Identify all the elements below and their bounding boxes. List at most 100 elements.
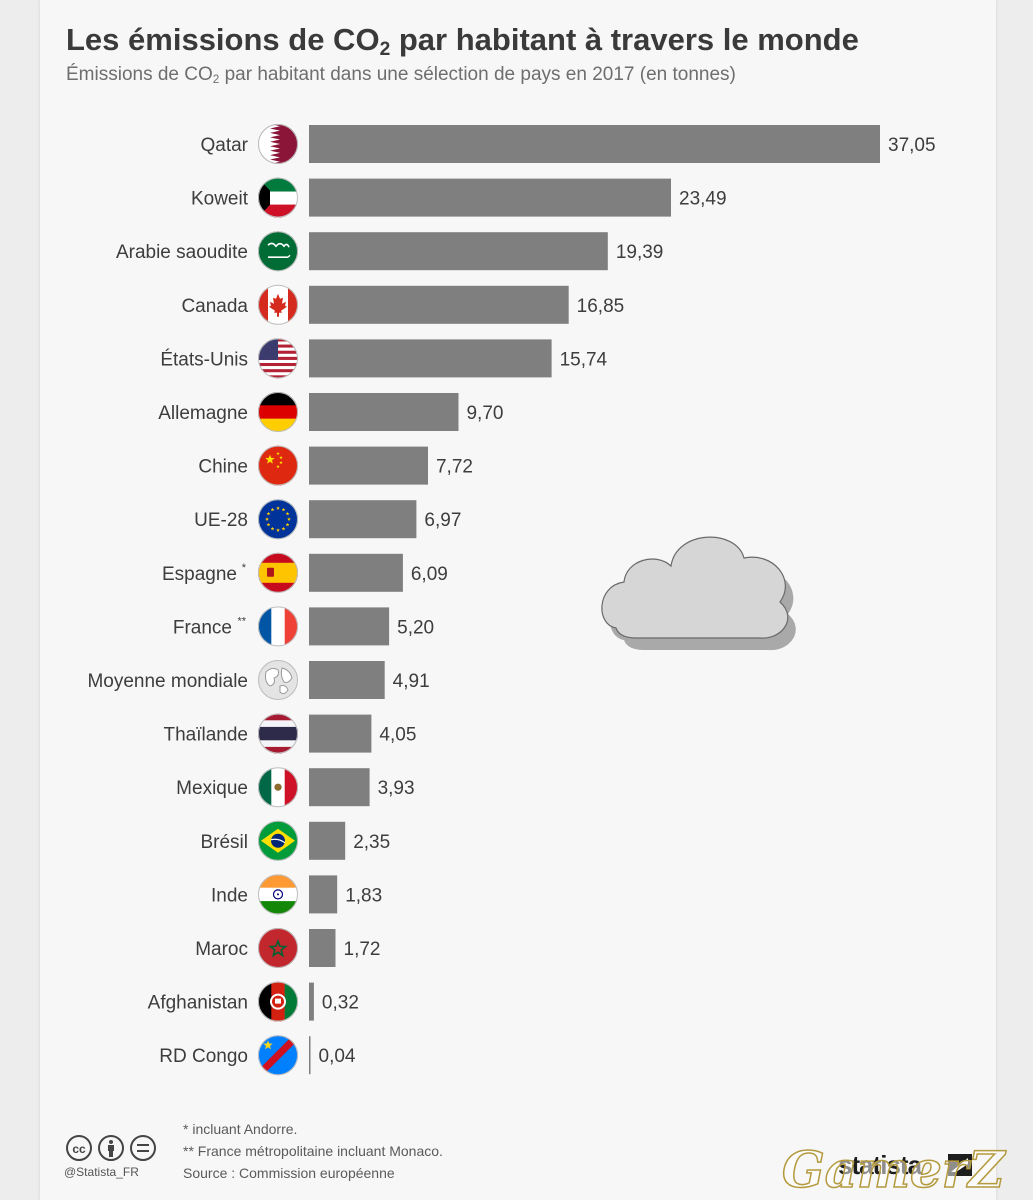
bar-row: UE-28 6,97 (194, 499, 461, 540)
bar (309, 446, 428, 485)
value-label: 1,72 (344, 939, 381, 960)
bar-row: Chine 7,72 (198, 445, 473, 486)
category-label: France (173, 617, 232, 638)
bar (309, 178, 671, 217)
flag-kuwait-icon (258, 177, 298, 218)
category-label: Moyenne mondiale (87, 671, 248, 692)
bar-row: Arabie saoudite 19,39 (116, 231, 663, 272)
footnote-mark: ** (237, 615, 246, 627)
value-label: 6,09 (411, 564, 448, 585)
category-label: Afghanistan (148, 993, 248, 1014)
bar-row: France ** 5,20 (173, 606, 434, 647)
category-label: UE-28 (194, 510, 248, 531)
bar-row: Brésil 2,35 (200, 820, 390, 861)
category-label: RD Congo (159, 1046, 248, 1067)
bar-row: RD Congo 0,04 (159, 1035, 356, 1076)
flag-china-icon (258, 445, 298, 486)
bar (309, 393, 459, 431)
flag-mexico-icon (258, 767, 298, 808)
cc-icon: cc (66, 1135, 92, 1161)
bar (309, 875, 338, 914)
creative-commons-icons: cc (66, 1135, 156, 1161)
bar (309, 661, 385, 699)
category-label: Chine (198, 457, 248, 478)
no-derivatives-icon (130, 1135, 156, 1161)
value-label: 23,49 (679, 189, 727, 210)
bar-chart: Qatar 37,05 Koweit 23,49 Arabie saoudite 19,3… (87, 124, 936, 1076)
flag-usa-icon (258, 338, 298, 379)
bar (309, 125, 880, 163)
bar-row: Maroc 1,72 (195, 928, 380, 968)
bar (309, 285, 569, 324)
value-label: 0,04 (319, 1046, 356, 1067)
flag-canada-icon (258, 284, 298, 325)
category-label: Mexique (176, 778, 248, 799)
bar-row: Qatar 37,05 (200, 124, 936, 164)
bar-row: Inde 1,83 (211, 874, 382, 915)
bar-row: Afghanistan 0,32 (148, 981, 359, 1022)
value-label: 5,20 (397, 617, 434, 638)
bar-row: Mexique 3,93 (176, 767, 415, 808)
bar (309, 929, 336, 967)
value-label: 4,05 (379, 725, 416, 746)
flag-saudi-arabia-icon (258, 231, 298, 272)
flag-dr-congo-icon (258, 1035, 298, 1076)
category-label: Thaïlande (163, 725, 248, 746)
footnote-monaco: ** France métropolitaine incluant Monaco… (183, 1143, 443, 1159)
footnote-andorre: * incluant Andorre. (183, 1121, 298, 1137)
bar (309, 1036, 311, 1075)
bar (309, 768, 370, 807)
flag-spain-icon (258, 552, 298, 593)
category-label: Inde (211, 885, 248, 906)
category-label: Canada (181, 296, 248, 317)
category-label: Maroc (195, 939, 248, 960)
globe-icon (258, 660, 298, 700)
chart-title: Les émissions de CO2 par habitant à trav… (66, 22, 859, 60)
category-label: Koweit (191, 189, 249, 210)
cloud-illustration (601, 536, 796, 651)
value-label: 9,70 (466, 403, 503, 424)
value-label: 0,32 (322, 993, 359, 1014)
flag-afghanistan-icon (258, 981, 298, 1022)
flag-thailand-icon (258, 713, 298, 754)
attribution-icon (98, 1135, 124, 1161)
flag-france-icon (258, 606, 298, 647)
statista-logo: statista (838, 1150, 922, 1180)
svg-text:cc: cc (72, 1142, 86, 1156)
chart-subtitle: Émissions de CO2 par habitant dans une s… (66, 64, 736, 86)
category-label: Allemagne (158, 403, 248, 424)
flag-eu-icon (258, 499, 298, 540)
bar (309, 714, 372, 753)
bar (309, 339, 552, 378)
category-label: Espagne (162, 564, 237, 585)
value-label: 2,35 (353, 832, 390, 853)
footnote-mark: * (242, 562, 247, 574)
category-label: États-Unis (160, 349, 248, 370)
flag-germany-icon (258, 392, 298, 432)
bar (309, 982, 314, 1021)
flag-brazil-icon (258, 820, 298, 861)
value-label: 7,72 (436, 457, 473, 478)
source-note: Source : Commission européenne (183, 1165, 395, 1181)
value-label: 37,05 (888, 135, 936, 156)
bar-row: États-Unis 15,74 (160, 338, 608, 379)
value-label: 3,93 (378, 778, 415, 799)
bar-row: Espagne * 6,09 (162, 552, 448, 593)
value-label: 16,85 (577, 296, 625, 317)
bar-row: Thaïlande 4,05 (163, 713, 416, 754)
flag-morocco-icon (258, 928, 298, 968)
twitter-handle: @Statista_FR (64, 1165, 139, 1179)
value-label: 4,91 (393, 671, 430, 692)
footnotes: * incluant Andorre. ** France métropolit… (183, 1118, 443, 1184)
category-label: Qatar (200, 135, 248, 156)
value-label: 15,74 (560, 349, 608, 370)
bar (309, 500, 417, 539)
bar-row: Koweit 23,49 (191, 177, 727, 218)
value-label: 6,97 (424, 510, 461, 531)
bar (309, 553, 403, 592)
bar-row: Allemagne 9,70 (158, 392, 503, 432)
watermark: GamerZ (781, 1139, 1005, 1200)
category-label: Brésil (200, 832, 248, 853)
bar-row: Moyenne mondiale 4,91 (87, 660, 430, 700)
flag-india-icon (258, 874, 298, 915)
